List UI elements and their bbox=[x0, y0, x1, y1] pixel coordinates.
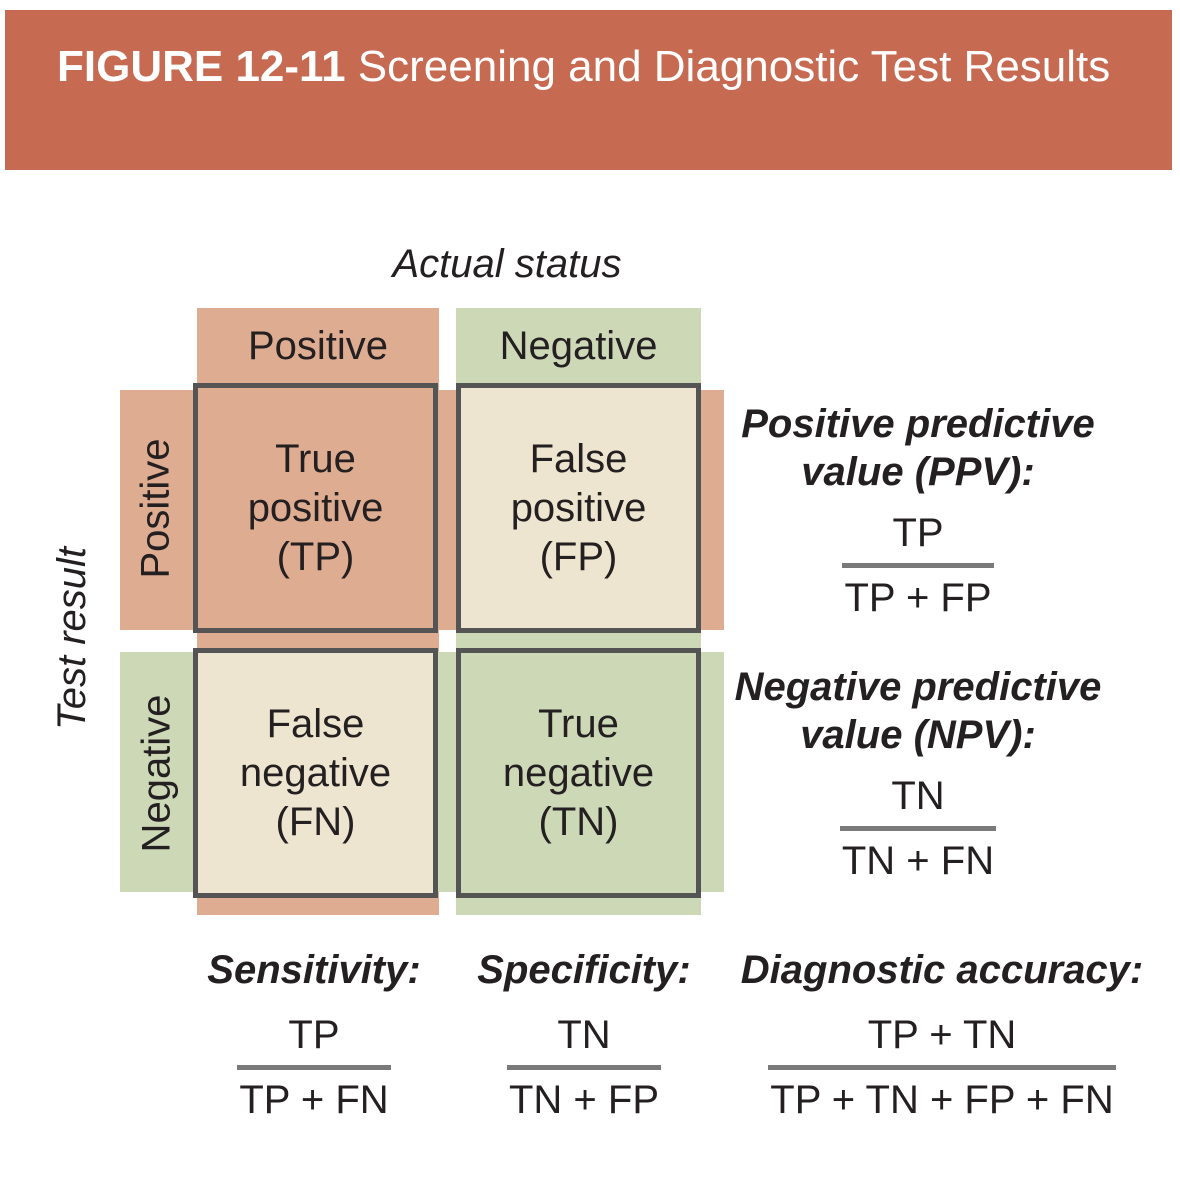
fraction-numerator: TP bbox=[892, 511, 944, 555]
row-axis-label: Test result bbox=[23, 448, 123, 828]
fraction-bar bbox=[842, 563, 994, 568]
fraction-numerator: TN bbox=[557, 1013, 611, 1057]
formula-specificity-label: Specificity: bbox=[477, 948, 691, 992]
row-header-positive-text: Positive bbox=[134, 437, 178, 579]
formula-diagnostic-accuracy-label: Diagnostic accuracy: bbox=[740, 948, 1144, 992]
figure-title: FIGURE 12-11 Screening and Diagnostic Te… bbox=[5, 38, 1162, 96]
formula-npv: Negative predictive value (NPV): TN TN +… bbox=[698, 663, 1138, 884]
cell-false-negative: False negative (FN) bbox=[193, 648, 438, 898]
fraction-denominator: TP + TN + FP + FN bbox=[770, 1078, 1114, 1122]
formula-sensitivity: Sensitivity: TP TP + FN bbox=[114, 946, 514, 1123]
row-axis-label-text: Test result bbox=[50, 546, 95, 730]
formula-npv-label-line1: Negative predictive bbox=[734, 665, 1102, 709]
fraction-bar bbox=[506, 1065, 662, 1070]
cell-true-positive: True positive (TP) bbox=[193, 383, 438, 633]
fraction-numerator: TP + TN bbox=[867, 1013, 1017, 1057]
cell-false-positive: False positive (FP) bbox=[456, 383, 701, 633]
cell-line: positive bbox=[247, 485, 384, 530]
row-header-positive: Positive bbox=[120, 383, 193, 633]
cell-line: negative bbox=[239, 750, 392, 795]
formula-npv-fraction: TN TN + FN bbox=[839, 773, 997, 884]
fraction-denominator: TP + FP bbox=[844, 576, 992, 620]
fraction-bar bbox=[237, 1065, 391, 1070]
cell-line: positive bbox=[510, 485, 647, 530]
figure-number: FIGURE 12-11 bbox=[57, 42, 346, 91]
formula-sensitivity-label: Sensitivity: bbox=[207, 948, 421, 992]
figure-title-bar: FIGURE 12-11 Screening and Diagnostic Te… bbox=[5, 10, 1172, 170]
formula-npv-label-line2: value (NPV): bbox=[800, 713, 1036, 757]
fraction-bar bbox=[768, 1065, 1116, 1070]
formula-specificity: Specificity: TN TN + FP bbox=[384, 946, 784, 1123]
formula-ppv-label-line1: Positive predictive bbox=[741, 402, 1095, 446]
cell-line: (FN) bbox=[275, 799, 356, 844]
formula-sensitivity-fraction: TP TP + FN bbox=[237, 1012, 391, 1123]
fraction-numerator: TN bbox=[891, 774, 945, 818]
formula-diagnostic-accuracy-fraction: TP + TN TP + TN + FP + FN bbox=[768, 1012, 1116, 1123]
column-header-positive: Positive bbox=[247, 324, 389, 368]
fraction-denominator: TN + FP bbox=[508, 1078, 660, 1122]
cell-line: False bbox=[529, 436, 628, 481]
cell-line: (FP) bbox=[539, 534, 618, 579]
fraction-denominator: TP + FN bbox=[239, 1078, 389, 1122]
fraction-denominator: TN + FN bbox=[841, 839, 995, 883]
cell-line: True bbox=[538, 701, 619, 746]
cell-true-negative: True negative (TN) bbox=[456, 648, 701, 898]
cell-line: (TP) bbox=[276, 534, 355, 579]
column-header-negative: Negative bbox=[499, 324, 658, 368]
figure-caption: Screening and Diagnostic Test Results bbox=[345, 42, 1111, 91]
column-axis-label: Actual status bbox=[392, 242, 622, 286]
fraction-bar bbox=[839, 826, 997, 831]
cell-line: (TN) bbox=[538, 799, 619, 844]
cell-line: True bbox=[275, 436, 356, 481]
row-header-negative-text: Negative bbox=[134, 694, 178, 852]
formula-ppv-label-line2: value (PPV): bbox=[801, 450, 1035, 494]
cell-line: negative bbox=[502, 750, 655, 795]
formula-specificity-fraction: TN TN + FP bbox=[506, 1012, 662, 1123]
fraction-numerator: TP bbox=[288, 1013, 340, 1057]
formula-ppv-fraction: TP TP + FP bbox=[842, 510, 994, 621]
formula-ppv: Positive predictive value (PPV): TP TP +… bbox=[698, 400, 1138, 621]
cell-line: False bbox=[266, 701, 365, 746]
formula-diagnostic-accuracy: Diagnostic accuracy: TP + TN TP + TN + F… bbox=[722, 946, 1162, 1123]
row-header-negative: Negative bbox=[120, 648, 193, 898]
